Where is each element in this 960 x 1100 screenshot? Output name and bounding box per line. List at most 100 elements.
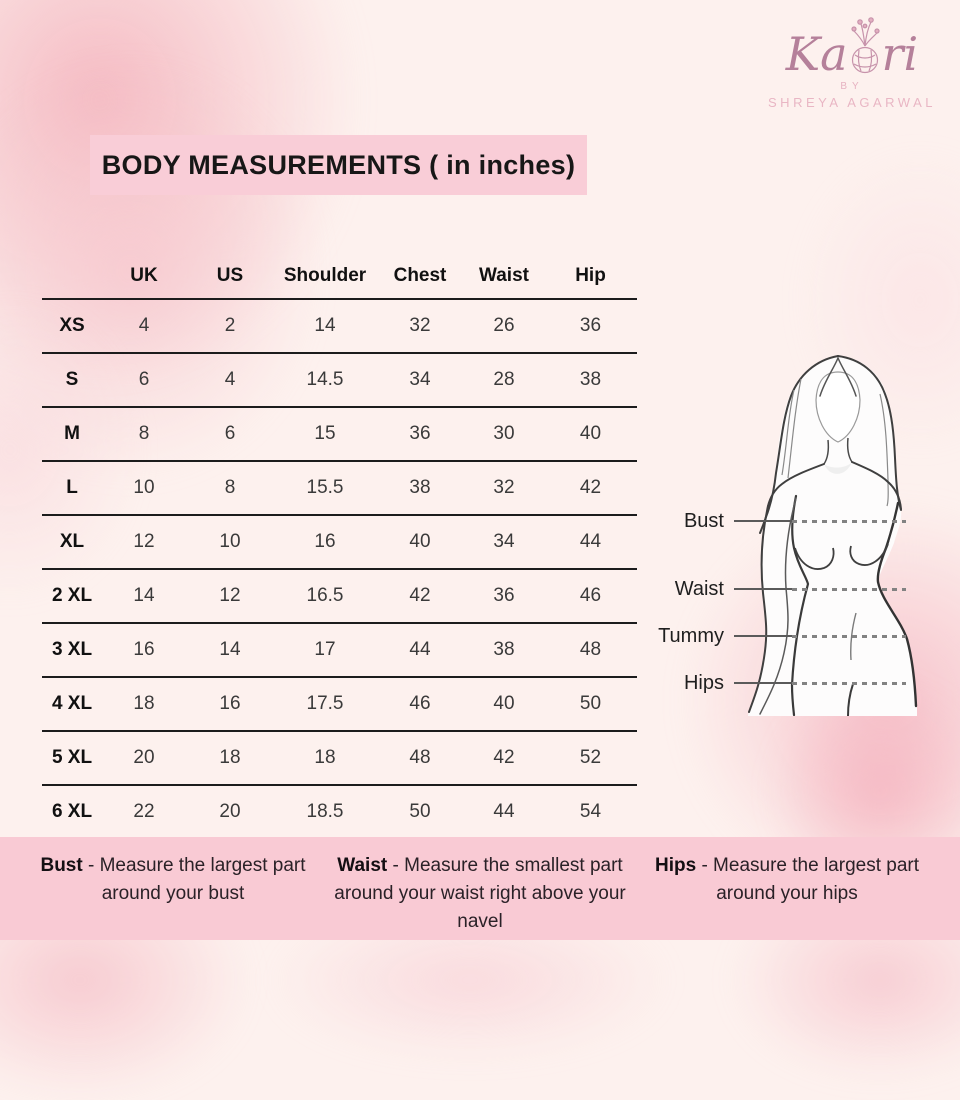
measurement-value: 14 (314, 315, 336, 336)
column-header: Waist (479, 265, 529, 286)
size-label: 5 XL (51, 747, 93, 768)
measurement-value: 44 (409, 639, 431, 660)
footer-notes-band: Bust - Measure the largest part around y… (0, 837, 960, 940)
table-row: 6 XL 22 20 18.5 50 44 54 (42, 786, 637, 838)
column-header: Shoulder (283, 265, 367, 286)
measurement-value: 2 (224, 315, 236, 336)
measurement-value: 30 (493, 423, 515, 444)
hips-label: Hips (683, 671, 724, 694)
dashed-measure-line (792, 587, 906, 591)
table-row: XL 12 10 16 40 34 44 (42, 516, 637, 570)
dashed-measure-line (792, 634, 906, 638)
size-label: L (66, 477, 78, 498)
brand-name-end: ri (881, 27, 919, 81)
brand-name-start: Ka (785, 27, 848, 81)
measurement-value: 36 (409, 423, 431, 444)
size-label: XL (59, 531, 85, 552)
measure-row-bust: Bust (638, 507, 906, 535)
measurement-value: 36 (493, 585, 515, 606)
column-header: US (216, 265, 244, 286)
measurement-value: 15 (314, 423, 336, 444)
measurement-value: 10 (219, 531, 241, 552)
note-bust: Bust - Measure the largest part around y… (28, 852, 318, 940)
size-label: M (64, 423, 80, 444)
measurement-value: 12 (133, 531, 155, 552)
dashed-measure-line (792, 519, 906, 523)
size-label: 6 XL (51, 801, 93, 822)
size-label: S (65, 369, 79, 390)
table-row: S 6 4 14.5 34 28 38 (42, 354, 637, 408)
measurement-value: 34 (409, 369, 431, 390)
measurement-value: 32 (409, 315, 431, 336)
measurement-value: 18 (314, 747, 336, 768)
tummy-label: Tummy (658, 624, 724, 647)
measurement-value: 15.5 (306, 477, 344, 498)
brand-owner: SHREYA AGARWAL (768, 95, 936, 110)
measurement-value: 18.5 (306, 801, 344, 822)
measurement-value: 16 (314, 531, 336, 552)
bust-label: Bust (683, 509, 724, 532)
note-text: - Measure the largest part around your b… (87, 855, 306, 904)
waist-label: Waist (674, 577, 724, 600)
measure-row-waist: Waist (638, 575, 906, 603)
column-header: UK (130, 265, 158, 286)
measurement-value: 46 (579, 585, 602, 606)
measurement-value: 52 (579, 747, 602, 768)
size-label: XS (59, 315, 85, 336)
measurement-value: 32 (493, 477, 515, 498)
measurement-value: 18 (219, 747, 241, 768)
page-title: BODY MEASUREMENTS ( in inches) (101, 149, 576, 180)
measurement-value: 4 (224, 369, 236, 390)
measurement-value: 16 (219, 693, 241, 714)
measurement-value: 26 (493, 315, 515, 336)
column-header: Hip (575, 265, 606, 286)
table-row: L 10 8 15.5 38 32 42 (42, 462, 637, 516)
brand-by-label: BY (840, 81, 864, 92)
measurement-value: 40 (579, 423, 602, 444)
measurement-value: 17.5 (306, 693, 344, 714)
pointer-line (734, 635, 792, 637)
measurement-value: 44 (579, 531, 602, 552)
measurement-value: 10 (133, 477, 155, 498)
measurement-value: 38 (493, 639, 515, 660)
measurement-value: 50 (579, 693, 602, 714)
pointer-line (734, 520, 792, 522)
measurement-value: 12 (219, 585, 241, 606)
size-table: UK US Shoulder Chest Waist Hip XS 4 2 14 32 26 36 S 6… (42, 254, 637, 838)
note-term: Bust (40, 855, 83, 876)
dashed-measure-line (792, 681, 906, 685)
note-text: - Measure the largest part around your h… (701, 855, 919, 904)
table-row: M 8 6 15 36 30 40 (42, 408, 637, 462)
pointer-line (734, 682, 792, 684)
measurement-value: 14.5 (306, 369, 344, 390)
measurement-value: 20 (219, 801, 241, 822)
measurement-value: 34 (493, 531, 515, 552)
measurement-value: 20 (133, 747, 155, 768)
note-term: Waist (337, 855, 388, 876)
measurement-value: 22 (133, 801, 155, 822)
measurement-value: 6 (224, 423, 236, 444)
measurement-value: 14 (133, 585, 155, 606)
column-header: Chest (393, 265, 447, 286)
measurement-value: 38 (409, 477, 431, 498)
measurement-value: 16.5 (306, 585, 344, 606)
note-text: - Measure the smallest part around your … (334, 855, 626, 932)
measurement-value: 8 (224, 477, 236, 498)
measurement-value: 18 (133, 693, 155, 714)
measurement-value: 44 (493, 801, 515, 822)
measurement-value: 42 (409, 585, 431, 606)
measurement-value: 50 (409, 801, 431, 822)
measurement-value: 46 (409, 693, 431, 714)
woman-sketch-icon (748, 355, 918, 717)
pointer-line (734, 588, 792, 590)
measurement-value: 6 (138, 369, 150, 390)
note-hips: Hips - Measure the largest part around y… (642, 852, 932, 940)
measurement-value: 38 (579, 369, 602, 390)
measurement-value: 4 (138, 315, 150, 336)
note-term: Hips (654, 855, 697, 876)
measurement-value: 28 (493, 369, 515, 390)
measurement-value: 36 (579, 315, 602, 336)
measurement-value: 17 (314, 639, 336, 660)
measurement-value: 40 (493, 693, 515, 714)
